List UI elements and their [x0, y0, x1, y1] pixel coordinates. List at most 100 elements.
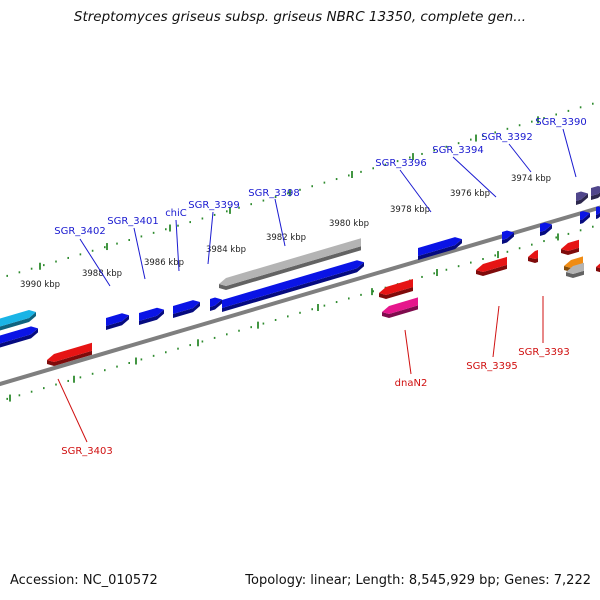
ruler-tick-label: 3986 kbp — [144, 258, 184, 268]
gene-arrow[interactable] — [418, 237, 462, 260]
gene-leader-line — [492, 305, 500, 358]
gene-leader-line — [79, 238, 111, 287]
gene-leader-line — [508, 143, 532, 173]
gene-arrow-face — [561, 239, 579, 251]
gene-arrow-face — [379, 279, 413, 295]
reverse-ruler — [6, 225, 594, 402]
ruler-tick-label: 3990 kbp — [20, 280, 60, 290]
ruler-tick-label: 3982 kbp — [266, 233, 306, 243]
gene-label-text: SGR_3401 — [107, 216, 159, 227]
gene-arrow[interactable] — [379, 279, 413, 299]
gene-label[interactable]: SGR_3394 — [432, 145, 497, 198]
gene-label-text: SGR_3393 — [518, 347, 570, 358]
gene-arrow-side — [219, 246, 361, 290]
gene-label[interactable]: SGR_3395 — [466, 305, 518, 372]
gene-arrow-face — [173, 300, 200, 314]
gene-arrow-face — [106, 313, 129, 326]
gene-arrow[interactable] — [210, 297, 222, 311]
gene-arrow-purple[interactable] — [591, 185, 600, 200]
gene-arrow-side — [566, 270, 584, 278]
gene-label[interactable]: chiC — [165, 208, 187, 272]
ruler-tick-label: 3974 kbp — [511, 174, 551, 184]
gene-arrow[interactable] — [596, 260, 600, 273]
gene-arrow-side — [47, 350, 92, 366]
gene-arrow-cyan[interactable] — [0, 310, 36, 332]
gene-label[interactable]: SGR_3392 — [481, 132, 533, 173]
forward-ruler — [6, 102, 594, 277]
gene-arrow-face — [576, 191, 588, 201]
gene-leader-line — [452, 156, 497, 198]
gene-arrow-side — [561, 247, 579, 255]
gene-arrow[interactable] — [528, 250, 538, 263]
gene-arrow-gray[interactable] — [566, 262, 584, 278]
gene-arrow-face — [222, 260, 364, 308]
ruler-tick-label: 3976 kbp — [450, 189, 490, 199]
gene-label[interactable]: SGR_3402 — [54, 226, 111, 287]
ruler-tick-label: 3978 kbp — [390, 205, 430, 215]
gene-leader-line — [562, 128, 577, 178]
gene-arrow-side — [222, 262, 364, 312]
ruler-tick-label: 3984 kbp — [206, 245, 246, 255]
gene-label-text: SGR_3396 — [375, 158, 427, 169]
gene-arrow-side — [540, 224, 552, 236]
gene-arrow-face — [540, 222, 552, 232]
gene-leader-line — [133, 227, 146, 280]
gene-arrow-face — [219, 238, 361, 286]
gene-arrow-side — [106, 315, 129, 330]
gene-arrow[interactable] — [47, 342, 92, 366]
gene-label[interactable]: dnaN2 — [395, 329, 428, 389]
gene-arrow-face — [596, 263, 600, 269]
gene-arrow-face — [0, 310, 36, 327]
gene-arrow-purple[interactable] — [576, 191, 588, 205]
gene-arrow-face — [580, 211, 590, 220]
gene-label[interactable]: SGR_3403 — [57, 378, 113, 457]
gene-arrow[interactable] — [561, 239, 579, 255]
gene-label-text: SGR_3399 — [188, 200, 240, 211]
gene-arrow-side — [379, 287, 413, 299]
gene-arrow[interactable] — [580, 211, 590, 224]
gene-arrow-side — [210, 299, 222, 311]
gene-arrow[interactable] — [173, 300, 200, 318]
gene-arrow-side — [173, 302, 200, 318]
gene-arrow-side — [418, 239, 462, 260]
gene-arrow-side — [502, 232, 514, 244]
gene-label-text: SGR_3390 — [535, 117, 587, 128]
gene-label-text: SGR_3395 — [466, 361, 518, 372]
gene-arrow-magenta[interactable] — [382, 297, 418, 318]
gene-arrow-face — [382, 297, 418, 314]
gene-arrow[interactable] — [502, 230, 514, 244]
gene-label[interactable]: SGR_3399 — [188, 200, 240, 265]
gene-leader-line — [57, 378, 88, 443]
gene-label-text: SGR_3402 — [54, 226, 106, 237]
gene-arrow[interactable] — [540, 222, 552, 236]
gene-label[interactable]: SGR_3390 — [535, 117, 587, 178]
gene-label-text: SGR_3403 — [61, 446, 113, 457]
gene-label-text: SGR_3398 — [248, 188, 300, 199]
gene-arrow-face — [528, 250, 538, 259]
gene-arrow-face — [476, 256, 507, 272]
gene-label[interactable]: SGR_3393 — [518, 296, 570, 358]
gene-arrow[interactable] — [596, 206, 600, 219]
gene-arrow-side — [0, 311, 36, 331]
gene-arrow-gray[interactable] — [219, 238, 361, 290]
gene-leader-line — [404, 329, 412, 375]
gene-label-text: SGR_3392 — [481, 132, 533, 143]
gene-arrow[interactable] — [476, 256, 507, 276]
genome-summary-text: Topology: linear; Length: 8,545,929 bp; … — [245, 573, 591, 588]
gene-arrow-face — [139, 307, 164, 321]
gene-leader-line — [399, 169, 432, 213]
gene-label-text: dnaN2 — [395, 378, 428, 389]
gene-arrow[interactable] — [222, 260, 364, 312]
gene-label[interactable]: SGR_3401 — [107, 216, 159, 280]
gene-arrow[interactable] — [139, 307, 164, 325]
gene-arrow[interactable] — [0, 326, 38, 349]
gene-arrow[interactable] — [106, 313, 129, 330]
gene-arrow-face — [0, 326, 38, 344]
gene-label[interactable]: SGR_3396 — [375, 158, 432, 213]
gene-arrow-face — [418, 237, 462, 256]
gene-arrow-side — [580, 213, 590, 224]
gene-label[interactable]: SGR_3398 — [248, 188, 300, 247]
accession-text: Accession: NC_010572 — [10, 573, 158, 588]
gene-arrow-side — [596, 212, 600, 219]
